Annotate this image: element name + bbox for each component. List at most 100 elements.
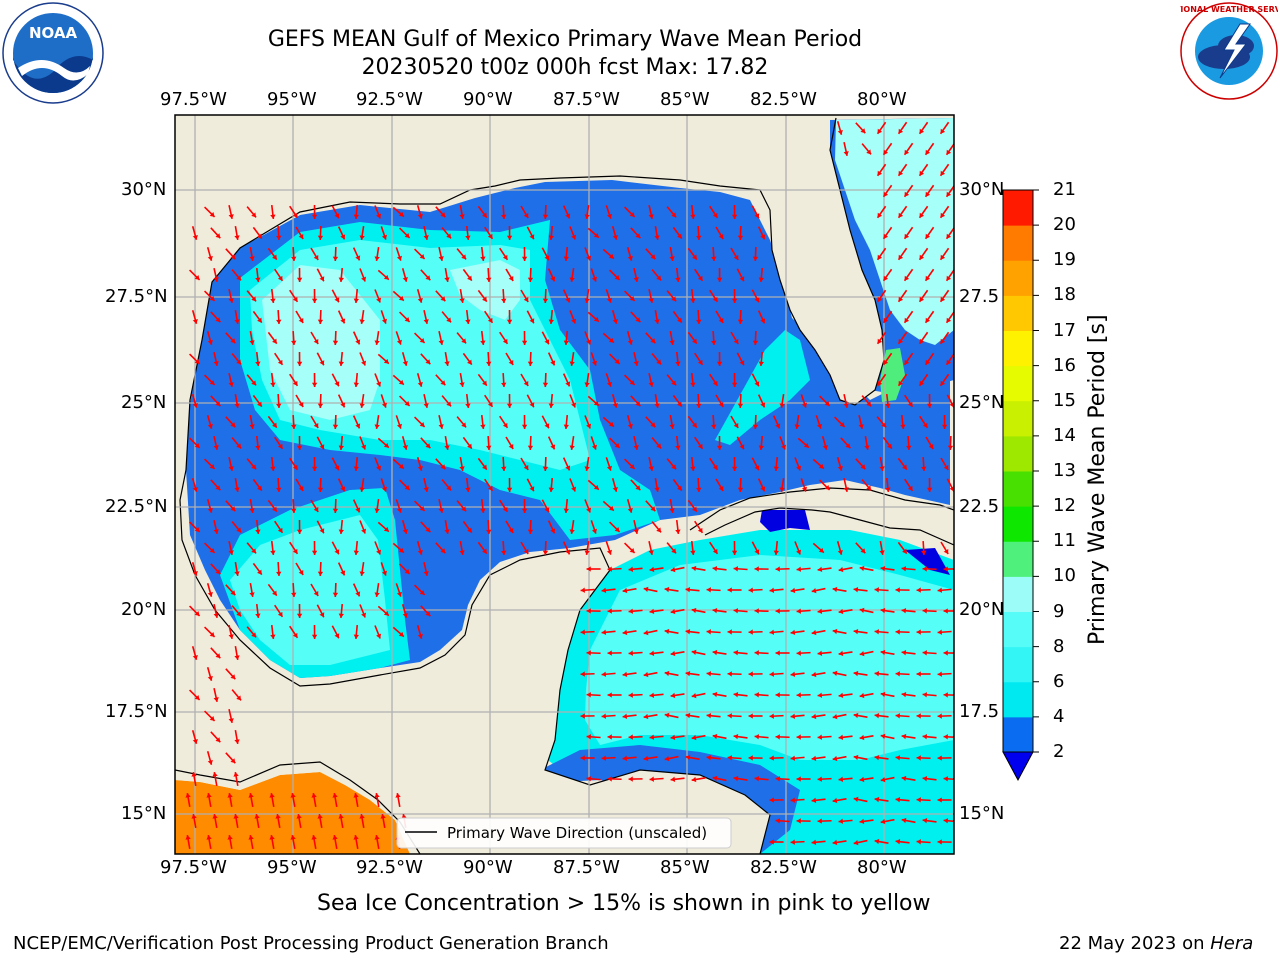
wave-arrow-head (313, 591, 319, 597)
wave-arrow-head (272, 338, 277, 344)
wave-arrow-head (901, 650, 907, 656)
wave-arrow-head (194, 695, 200, 700)
wave-arrow-head (775, 566, 780, 572)
wave-arrow-head (353, 793, 359, 798)
wave-arrow-head (423, 403, 429, 408)
wave-arrow-head (796, 549, 802, 555)
wave-arrow-head (506, 319, 513, 324)
wave-arrow-head (249, 256, 255, 261)
wave-arrow-head (790, 671, 796, 677)
wave-arrow-head (270, 298, 276, 303)
wave-arrow-head (340, 318, 346, 324)
wave-arrow-head (648, 214, 654, 219)
bottom-lon-label: 80°W (857, 857, 907, 878)
wave-arrow-head (396, 255, 402, 261)
right-lat-label: 17.5 (959, 701, 1000, 722)
wave-arrow-head (940, 296, 946, 302)
wave-arrow-head (398, 631, 404, 637)
wave-arrow-head (858, 424, 864, 429)
wave-arrow-head (614, 527, 620, 532)
wave-arrow-head (571, 486, 577, 492)
wave-arrow-head (277, 275, 283, 281)
wave-arrow-head (925, 359, 931, 365)
wave-arrow-head (711, 256, 717, 261)
wave-arrow-head (880, 818, 886, 825)
wave-arrow-head (332, 835, 338, 840)
wave-arrow-head (733, 566, 738, 572)
wave-arrow-head (775, 650, 780, 656)
wave-arrow-head (593, 484, 599, 490)
wave-arrow-head (922, 776, 928, 782)
wave-arrow-head (381, 318, 387, 324)
wave-arrow-head (601, 713, 606, 719)
colorbar-tick-label: 9 (1053, 600, 1065, 622)
wave-arrow-head (921, 466, 927, 471)
wave-arrow-head (895, 713, 900, 719)
wave-arrow-head (925, 191, 931, 197)
footer-branch: NCEP/EMC/Verification Post Processing Pr… (13, 933, 609, 954)
colorbar-tick-label: 12 (1053, 495, 1076, 517)
wave-arrow-head (635, 317, 641, 323)
wave-arrow-head (860, 128, 866, 134)
colorbar-tick-label: 15 (1053, 389, 1076, 411)
wave-arrow-head (192, 486, 198, 492)
wave-arrow-head (733, 423, 739, 429)
wave-arrow-head (580, 713, 585, 719)
wave-arrow-head (319, 360, 325, 366)
wave-arrow-head (853, 796, 859, 803)
wave-arrow-head (402, 612, 408, 618)
wave-arrow-head (213, 361, 219, 366)
us-land (175, 115, 830, 500)
wave-arrow-head (521, 340, 528, 345)
wave-arrow-head (670, 734, 676, 741)
wave-arrow-head (311, 382, 318, 387)
wave-arrow-head (675, 529, 681, 534)
wave-arrow-head (586, 734, 591, 740)
wave-arrow-head (192, 654, 198, 660)
wave-arrow-head (194, 527, 200, 532)
wave-arrow-head (228, 382, 234, 387)
wave-arrow-head (877, 380, 883, 386)
wave-arrow-head (569, 277, 575, 282)
wave-arrow-head (292, 212, 298, 218)
wave-arrow-head (467, 443, 472, 449)
wave-arrow-head (319, 528, 325, 534)
wave-arrow-head (228, 298, 234, 303)
wave-arrow-head (650, 422, 656, 428)
wave-arrow-head (627, 339, 633, 345)
wave-arrow-head (340, 234, 346, 240)
wave-arrow-head (276, 235, 282, 240)
wave-arrow-head (796, 776, 801, 782)
wave-arrow-head (419, 422, 425, 427)
wave-arrow-head (838, 734, 844, 740)
colorbar-tick-label: 20 (1053, 214, 1076, 236)
wave-arrow-head (523, 549, 529, 555)
wave-arrow-head (937, 671, 942, 677)
wave-arrow-head (696, 235, 702, 240)
wave-arrow-head (608, 421, 614, 427)
wave-arrow-head (425, 275, 431, 281)
wave-arrow-head (359, 487, 365, 492)
wave-arrow-head (206, 835, 212, 840)
wave-arrow-head (675, 445, 681, 450)
wave-arrow-head (194, 611, 200, 616)
wave-arrow-head (739, 276, 745, 282)
wave-arrow-head (866, 401, 872, 407)
wave-arrow-head (480, 340, 486, 345)
wave-arrow-head (569, 445, 575, 450)
wave-arrow-head (775, 608, 780, 614)
top-lon-label: 90°W (463, 89, 513, 110)
wave-arrow-head (383, 274, 389, 280)
wave-arrow-head (811, 587, 817, 594)
wave-arrow-head (355, 255, 361, 261)
wave-arrow-head (353, 298, 359, 303)
wave-arrow-head (692, 338, 697, 344)
wave-arrow-head (919, 212, 925, 218)
wave-arrow-head (832, 670, 838, 677)
wave-arrow-head (248, 835, 254, 840)
cayman-navy (760, 510, 810, 532)
top-lon-label: 87.5°W (553, 89, 620, 110)
mexico-land (175, 500, 770, 854)
wave-arrow-head (501, 214, 507, 219)
florida-peninsula (770, 150, 884, 405)
